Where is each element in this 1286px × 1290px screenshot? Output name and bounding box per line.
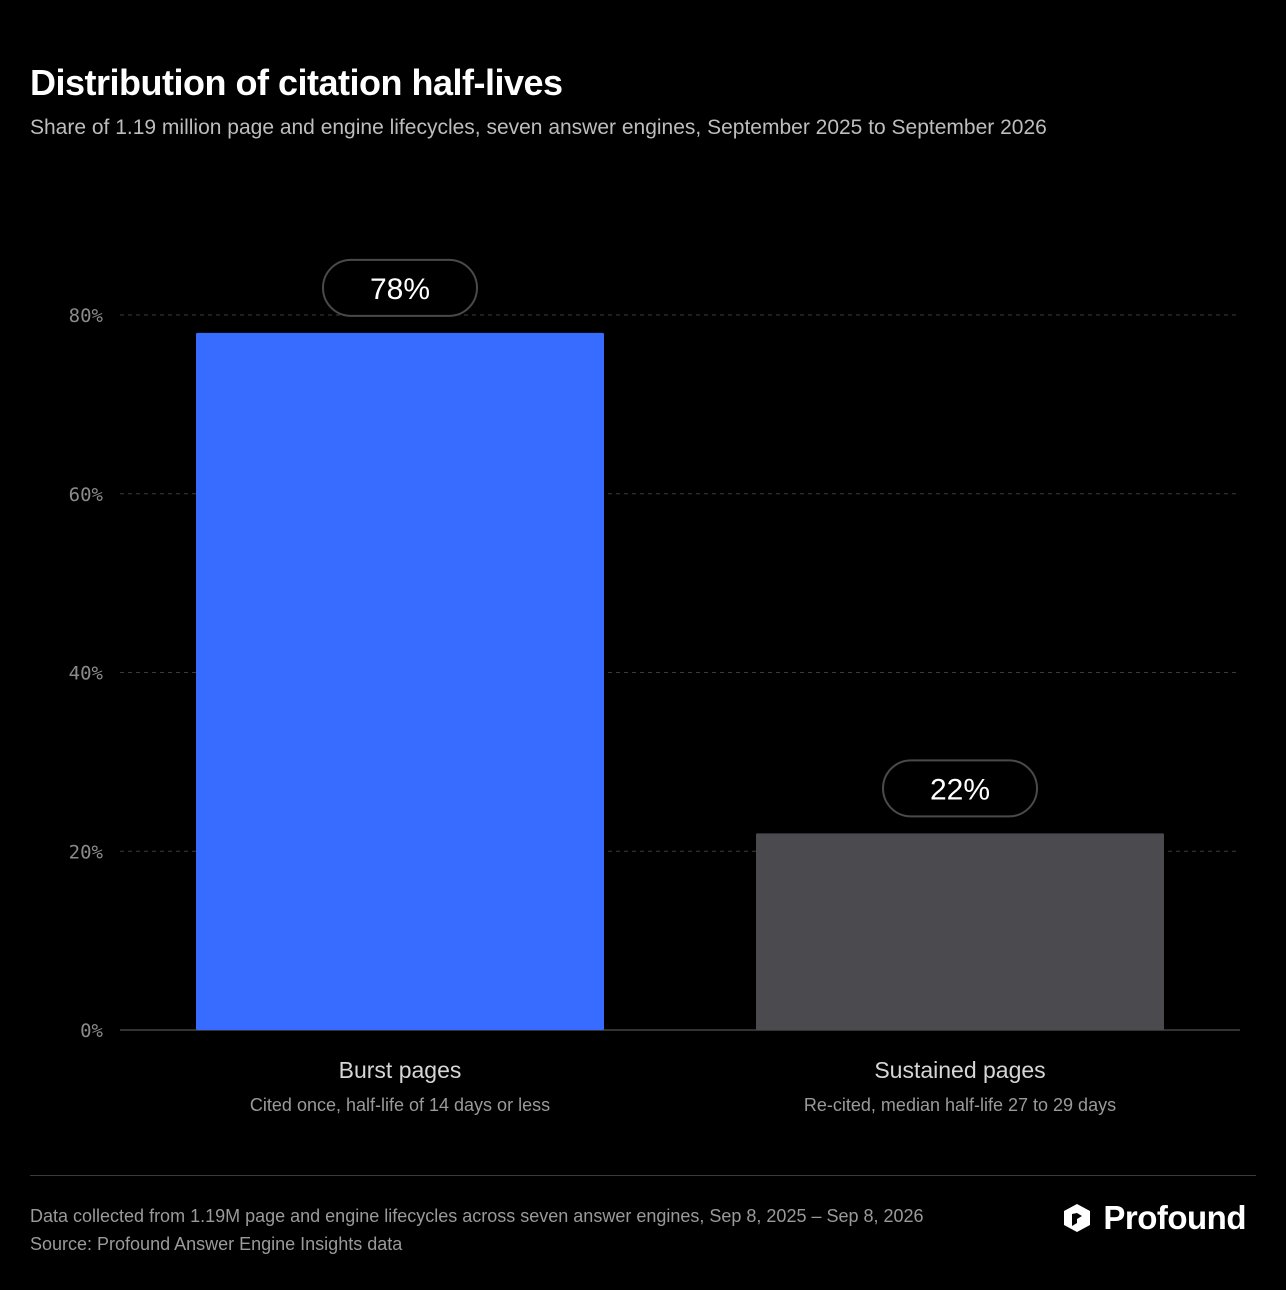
y-tick-label: 80%	[69, 305, 104, 327]
bar	[756, 833, 1164, 1030]
category-label: Burst pages	[339, 1057, 462, 1083]
category-label: Sustained pages	[874, 1057, 1045, 1083]
value-badge	[322, 258, 478, 317]
y-tick-label: 20%	[69, 841, 104, 863]
footer-note: Data collected from 1.19M page and engin…	[30, 1206, 924, 1226]
data-label: 22%	[930, 773, 990, 806]
value-badge	[882, 759, 1038, 818]
category-description: Re-cited, median half-life 27 to 29 days	[804, 1095, 1116, 1115]
y-tick-label: 60%	[69, 484, 104, 506]
data-label: 78%	[370, 273, 430, 306]
brand-logo: Profound	[1061, 1199, 1246, 1237]
y-tick-label: 40%	[69, 663, 104, 685]
profound-logo-icon	[1064, 1204, 1091, 1232]
bar	[196, 332, 604, 1030]
chart-title: Distribution of citation half-lives	[30, 62, 563, 103]
footer-source: Source: Profound Answer Engine Insights …	[30, 1234, 403, 1254]
bar-chart: 0% 20% 40% 60% 80% 78% Burst pages Cited once, …	[69, 258, 1240, 1115]
footer-divider	[30, 1175, 1256, 1176]
y-tick-label: 0%	[80, 1020, 103, 1042]
category-description: Cited once, half-life of 14 days or less	[250, 1095, 550, 1115]
chart-subtitle: Share of 1.19 million page and engine li…	[30, 116, 1047, 139]
brand-name: Profound	[1103, 1199, 1246, 1236]
